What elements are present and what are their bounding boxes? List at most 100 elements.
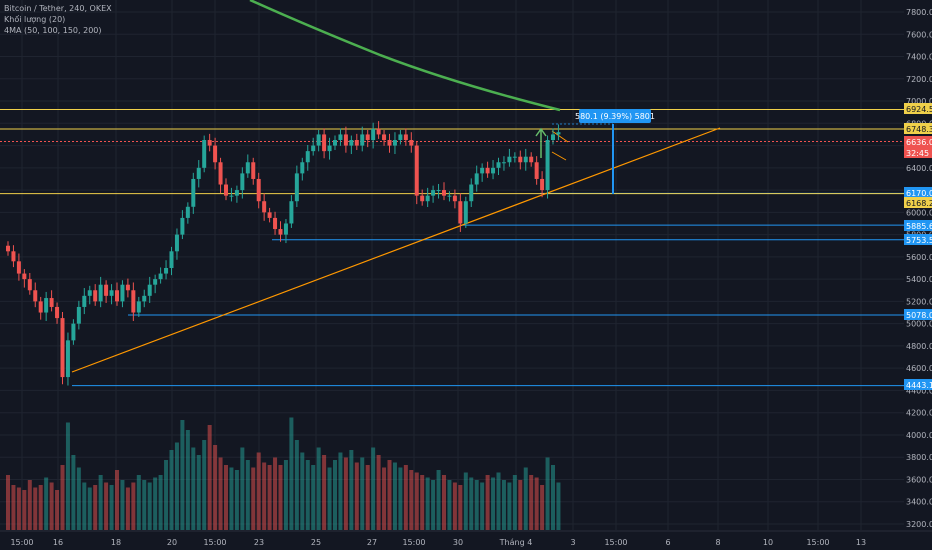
volume-bar	[251, 467, 256, 530]
volume-bar	[87, 487, 92, 530]
candle-body	[224, 184, 228, 196]
volume-bar	[360, 457, 365, 530]
candle-body	[333, 140, 337, 146]
volume-bar	[436, 470, 441, 530]
volume-bar	[267, 465, 272, 530]
candle-body	[22, 273, 27, 280]
volume-bar	[534, 477, 539, 530]
volume-bar	[60, 465, 65, 530]
candle-body	[158, 273, 163, 280]
candle-body	[512, 156, 517, 158]
price-axis: 7800.07600.07400.07200.07000.06800.06600…	[904, 0, 932, 550]
candle-body	[6, 245, 10, 252]
volume-bar	[185, 430, 190, 530]
volume-bar	[71, 455, 76, 530]
volume-bar	[65, 422, 70, 530]
candle-body	[316, 134, 321, 146]
volume-bar	[338, 452, 343, 530]
candle-body	[431, 190, 436, 196]
candle-body	[382, 134, 387, 140]
volume-bar	[27, 480, 32, 530]
volume-bar	[224, 465, 228, 530]
candle-body	[207, 140, 212, 146]
candle-body	[518, 156, 523, 163]
price-tick-label: 5600.0	[906, 253, 932, 262]
time-tick-label: 10	[763, 538, 773, 547]
candle-body	[93, 290, 98, 302]
volume-bar	[98, 475, 103, 530]
candle-body	[485, 167, 490, 174]
volume-bar	[333, 460, 337, 530]
volume-bar	[354, 462, 359, 530]
up-arrow	[535, 127, 547, 158]
volume-bar	[529, 475, 534, 530]
price-tag-label: 6170.0	[906, 189, 932, 198]
candle-body	[545, 140, 550, 191]
price-tick-label: 3800.0	[906, 453, 932, 462]
volume-bar	[104, 482, 109, 530]
volume-bar	[207, 425, 212, 530]
time-tick-label: 30	[453, 538, 463, 547]
price-tick-label: 7200.0	[906, 75, 932, 84]
time-tick-label: Tháng 4	[499, 538, 533, 547]
price-tag-box	[904, 187, 932, 198]
price-axis-bg	[904, 0, 932, 550]
price-tick-label: 6400.0	[906, 164, 932, 173]
candle-body	[245, 162, 250, 174]
candle-body	[142, 295, 147, 302]
candle-body	[115, 290, 119, 302]
candle-body	[120, 284, 125, 302]
chart-legend: Bitcoin / Tether, 240, OKEX Khối lượng (…	[4, 3, 112, 36]
volume-bar	[551, 465, 555, 530]
price-tag-label: 6748.3	[906, 125, 932, 134]
candle-body	[442, 190, 446, 196]
volume-bar	[316, 447, 321, 530]
price-tag-box	[904, 123, 932, 134]
price-tick-label: 4000.0	[906, 431, 932, 440]
volume-bar	[142, 480, 147, 530]
candle-body	[218, 162, 223, 185]
candle-body	[125, 284, 130, 291]
candle-body	[556, 132, 561, 135]
volume-bar	[327, 467, 332, 530]
price-tick-label: 3200.0	[906, 520, 932, 529]
candle-body	[365, 134, 370, 140]
candle-body	[76, 306, 81, 324]
candle-body	[153, 279, 158, 285]
price-tick-label: 7400.0	[906, 53, 932, 62]
candle-body	[371, 128, 376, 140]
volume-bar	[485, 475, 490, 530]
volume-bar	[49, 482, 54, 530]
volume-bar	[158, 475, 163, 530]
candle-body	[354, 140, 359, 146]
volume-bar	[365, 465, 370, 530]
price-tag-label: 5753.5	[906, 236, 932, 245]
volume-bar	[262, 462, 267, 530]
time-tick-label: 15:00	[203, 538, 226, 547]
candle-body	[55, 306, 60, 319]
time-tick-label: 15:00	[806, 538, 829, 547]
volume-bar	[196, 455, 201, 530]
price-tick-label: 5000.0	[906, 320, 932, 329]
volume-bar	[501, 480, 506, 530]
candle-body	[27, 279, 32, 291]
volume-bar	[136, 475, 141, 530]
candle-body	[480, 167, 485, 174]
price-tag-box	[904, 379, 932, 390]
candle-body	[322, 134, 327, 152]
volume-bar	[6, 475, 10, 530]
candle-body	[327, 145, 332, 152]
candle-body	[185, 206, 190, 218]
volume-bar	[496, 472, 501, 530]
candle-body	[174, 234, 179, 252]
time-tick-label: 8	[715, 538, 720, 547]
price-tick-label: 3400.0	[906, 498, 932, 507]
volume-bar	[523, 467, 528, 530]
volume-bar	[371, 447, 376, 530]
price-tag-box	[904, 220, 932, 231]
candle-body	[447, 195, 452, 197]
candle-body	[376, 128, 381, 135]
volume-bar	[447, 480, 452, 530]
volume-indicator-label: Khối lượng (20)	[4, 15, 66, 24]
